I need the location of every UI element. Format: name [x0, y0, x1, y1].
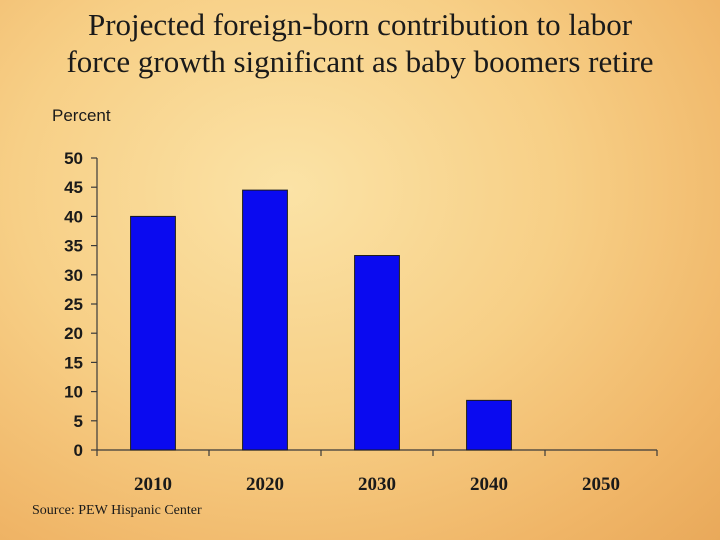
- y-tick-label: 25: [64, 295, 83, 314]
- y-tick-label: 0: [74, 441, 83, 460]
- y-tick-label: 20: [64, 324, 83, 343]
- bar-2010: [130, 215, 176, 451]
- title-line-2: force growth significant as baby boomers…: [66, 44, 654, 79]
- y-tick-label: 5: [74, 412, 83, 431]
- bar-2040: [466, 399, 512, 451]
- y-tick-label: 40: [64, 207, 83, 226]
- y-tick-label: 10: [64, 383, 83, 402]
- slide-title: Projected foreign-born contribution to l…: [0, 6, 720, 80]
- x-tick-label: 2030: [358, 474, 396, 495]
- y-tick-label: 35: [64, 237, 83, 256]
- x-tick-label: 2040: [470, 474, 508, 495]
- y-tick-label: 15: [64, 353, 83, 372]
- bar-2020: [242, 189, 288, 451]
- y-tick-label: 30: [64, 266, 83, 285]
- y-axis-label: Percent: [52, 106, 111, 125]
- x-tick-label: 2020: [246, 474, 284, 495]
- bar-2030: [354, 255, 400, 451]
- x-tick-label: 2010: [134, 474, 172, 495]
- y-tick-label: 45: [64, 178, 83, 197]
- x-tick-label: 2050: [582, 474, 620, 495]
- source-note: Source: PEW Hispanic Center: [32, 503, 202, 518]
- y-tick-label: 50: [64, 149, 83, 168]
- title-line-1: Projected foreign-born contribution to l…: [87, 7, 633, 42]
